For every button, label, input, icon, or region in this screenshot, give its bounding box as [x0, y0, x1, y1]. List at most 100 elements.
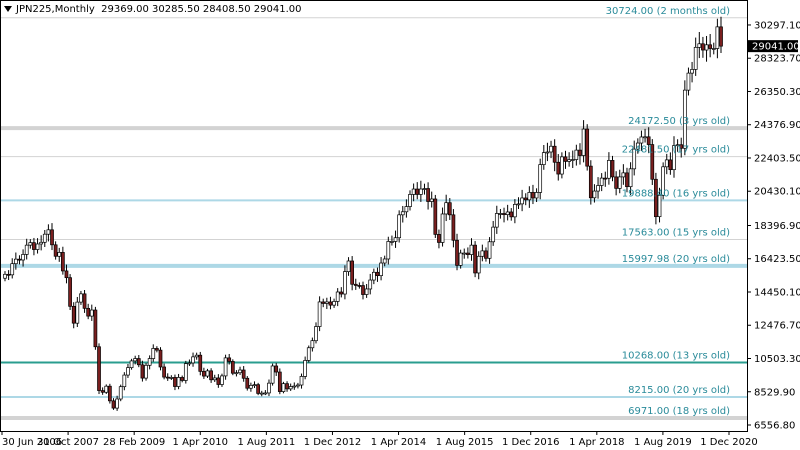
candle[interactable]: [191, 352, 195, 367]
candle[interactable]: [643, 128, 647, 143]
candle[interactable]: [281, 381, 286, 394]
candle[interactable]: [607, 152, 611, 185]
candle[interactable]: [212, 374, 217, 382]
candle[interactable]: [361, 281, 365, 300]
candle[interactable]: [664, 153, 669, 175]
candle[interactable]: [371, 268, 376, 285]
candle[interactable]: [444, 194, 449, 222]
candle[interactable]: [462, 248, 467, 259]
candle[interactable]: [173, 374, 177, 391]
candle[interactable]: [136, 355, 141, 368]
candle[interactable]: [596, 177, 600, 199]
candle[interactable]: [538, 158, 543, 200]
candle[interactable]: [592, 184, 597, 203]
candle[interactable]: [339, 287, 344, 298]
candle[interactable]: [393, 230, 398, 248]
candle[interactable]: [621, 164, 626, 185]
candle[interactable]: [350, 256, 355, 291]
candle[interactable]: [588, 160, 593, 205]
candle[interactable]: [617, 169, 622, 194]
candle[interactable]: [97, 343, 101, 395]
candle[interactable]: [661, 162, 665, 200]
candle[interactable]: [408, 190, 412, 211]
candle[interactable]: [654, 172, 658, 225]
candle[interactable]: [79, 290, 83, 305]
candle[interactable]: [708, 34, 713, 58]
candle[interactable]: [223, 354, 228, 380]
candle[interactable]: [176, 373, 181, 390]
candle[interactable]: [534, 188, 539, 203]
candle[interactable]: [509, 208, 514, 221]
candle[interactable]: [151, 344, 156, 362]
candle[interactable]: [679, 137, 684, 158]
candle[interactable]: [259, 390, 264, 397]
candle[interactable]: [288, 383, 293, 391]
candle[interactable]: [614, 171, 618, 196]
candle[interactable]: [701, 36, 705, 58]
candle[interactable]: [690, 61, 694, 83]
candle[interactable]: [704, 35, 709, 62]
candle[interactable]: [158, 347, 163, 371]
candle[interactable]: [317, 296, 322, 332]
candle[interactable]: [599, 173, 604, 192]
candle[interactable]: [227, 353, 232, 365]
candle[interactable]: [541, 144, 546, 170]
candle[interactable]: [314, 322, 318, 344]
candle[interactable]: [581, 120, 586, 163]
candle[interactable]: [198, 351, 203, 376]
candle[interactable]: [603, 171, 608, 187]
candle[interactable]: [563, 150, 568, 169]
candle[interactable]: [6, 270, 11, 281]
candle[interactable]: [552, 139, 557, 172]
candle[interactable]: [32, 237, 36, 256]
candle[interactable]: [556, 154, 561, 181]
candle[interactable]: [61, 246, 65, 275]
candle[interactable]: [440, 207, 445, 247]
candle[interactable]: [155, 346, 159, 353]
candle[interactable]: [140, 360, 145, 382]
candle[interactable]: [549, 140, 553, 159]
candle[interactable]: [343, 265, 347, 300]
candle[interactable]: [473, 241, 477, 278]
candle[interactable]: [220, 373, 224, 387]
candle[interactable]: [570, 150, 575, 168]
candle[interactable]: [328, 296, 333, 310]
candle[interactable]: [86, 303, 91, 320]
candle[interactable]: [455, 233, 459, 271]
candle[interactable]: [368, 273, 373, 295]
candle[interactable]: [610, 155, 615, 182]
candle[interactable]: [668, 152, 673, 175]
candle[interactable]: [686, 67, 691, 96]
candle[interactable]: [82, 289, 87, 313]
candle[interactable]: [303, 356, 307, 380]
candle[interactable]: [165, 373, 170, 381]
candle[interactable]: [180, 375, 185, 383]
candle[interactable]: [118, 384, 123, 402]
candle[interactable]: [711, 42, 716, 55]
candle[interactable]: [657, 187, 662, 223]
candle[interactable]: [447, 198, 452, 220]
candle[interactable]: [111, 398, 116, 410]
candle[interactable]: [10, 258, 15, 279]
candle[interactable]: [574, 144, 579, 166]
candle[interactable]: [632, 140, 637, 176]
candle[interactable]: [433, 194, 438, 238]
candle[interactable]: [639, 130, 644, 151]
candle[interactable]: [274, 362, 279, 376]
candle[interactable]: [494, 205, 499, 234]
candle[interactable]: [523, 193, 528, 206]
candle[interactable]: [126, 363, 130, 378]
candle[interactable]: [256, 382, 260, 396]
candle[interactable]: [332, 298, 336, 308]
candle[interactable]: [202, 367, 206, 379]
candle[interactable]: [245, 376, 250, 391]
candle[interactable]: [270, 363, 275, 386]
candle[interactable]: [502, 207, 506, 223]
candle[interactable]: [39, 235, 44, 251]
candle[interactable]: [238, 366, 242, 375]
candle[interactable]: [296, 382, 300, 389]
candle[interactable]: [205, 368, 210, 378]
candle[interactable]: [21, 249, 25, 267]
candle[interactable]: [672, 136, 676, 178]
candle[interactable]: [187, 359, 192, 367]
